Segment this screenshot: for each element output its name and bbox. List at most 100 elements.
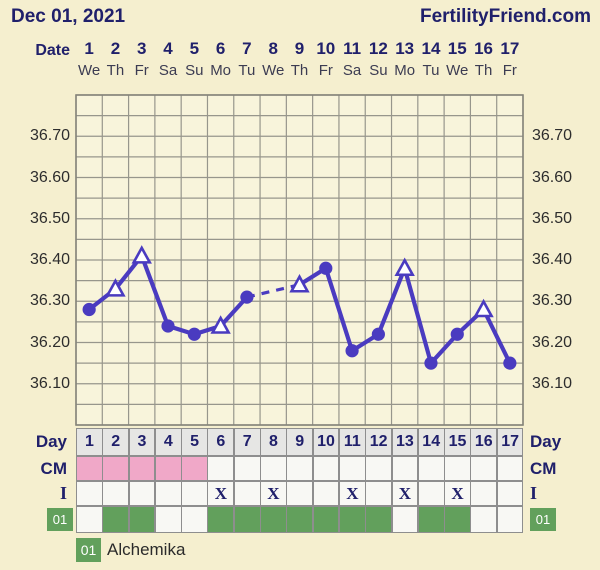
day-cell-2: 2	[102, 428, 130, 456]
supplement-cell-day-6	[207, 506, 235, 533]
temp-point-circle-day-7[interactable]	[240, 290, 254, 304]
day-cell-15: 15	[444, 428, 471, 456]
day-cell-7: 7	[233, 428, 261, 456]
date-number-3: 3	[136, 39, 147, 58]
cm-row-label-right: CM	[530, 459, 557, 478]
y-tick-left-36.40: 36.40	[29, 251, 70, 268]
temp-point-triangle-day-13[interactable]	[394, 257, 415, 277]
temp-point-circle-day-5[interactable]	[187, 327, 201, 341]
plot-border	[75, 94, 524, 426]
cm-cell-day-2	[102, 456, 130, 481]
supplement-row-code-left: 01	[47, 508, 73, 531]
temp-point-circle-day-15[interactable]	[450, 327, 464, 341]
weekday-label-day-8: We	[262, 62, 285, 79]
supplement-cell-day-8	[260, 506, 287, 533]
temp-point-triangle-day-16[interactable]	[473, 298, 494, 318]
supplement-cell-day-10	[312, 506, 340, 533]
date-number-5: 5	[189, 39, 200, 58]
date-number-14: 14	[421, 39, 441, 58]
day-cell-5: 5	[181, 428, 208, 456]
date-number-11: 11	[343, 39, 362, 58]
supplement-cell-day-5	[181, 506, 208, 533]
date-number-12: 12	[368, 39, 388, 58]
intercourse-cell-day-16	[470, 481, 498, 506]
date-number-17: 17	[500, 39, 520, 58]
day-cell-9: 9	[286, 428, 314, 456]
date-number-10: 10	[316, 39, 336, 58]
day-cell-12: 12	[365, 428, 393, 456]
date-number-16: 16	[474, 39, 493, 58]
cm-cell-day-17	[496, 456, 524, 481]
weekday-label-day-7: Tu	[238, 62, 256, 79]
weekday-label-day-4: Sa	[158, 62, 178, 79]
temp-point-triangle-day-9[interactable]	[289, 274, 310, 293]
weekday-label-day-9: Th	[290, 62, 309, 79]
cm-cell-day-8	[260, 456, 287, 481]
cm-cell-day-6	[207, 456, 235, 481]
weekday-label-day-12: Su	[369, 62, 388, 79]
y-tick-left-36.30: 36.30	[29, 292, 70, 310]
site-brand-link[interactable]: FertilityFriend.com	[419, 6, 591, 27]
date-number-7: 7	[242, 39, 252, 58]
temp-point-circle-day-12[interactable]	[371, 327, 385, 341]
y-tick-left-36.50: 36.50	[29, 209, 70, 227]
supplement-cell-day-4	[154, 506, 182, 533]
temp-point-circle-day-11[interactable]	[345, 344, 359, 358]
y-tick-left-36.70: 36.70	[29, 127, 70, 145]
supplement-cell-day-9	[286, 506, 314, 533]
day-row-label-left: Day	[35, 432, 67, 451]
date-number-15: 15	[447, 39, 467, 58]
day-cell-6: 6	[207, 428, 235, 456]
y-tick-right-36.20: 36.20	[532, 333, 573, 351]
temp-point-circle-day-10[interactable]	[319, 261, 333, 275]
supplement-cell-day-7	[233, 506, 261, 533]
weekday-label-day-1: We	[78, 62, 101, 79]
supplement-cell-day-15	[444, 506, 471, 533]
date-axis-label: Date	[35, 42, 70, 59]
weekday-label-day-17: Fr	[502, 62, 517, 79]
y-tick-right-36.30: 36.30	[532, 292, 573, 310]
intercourse-cell-day-2	[102, 481, 130, 506]
supplement-cell-day-13	[391, 506, 419, 533]
temp-point-triangle-day-3[interactable]	[131, 245, 152, 264]
y-tick-left-36.60: 36.60	[29, 168, 70, 186]
day-cell-11: 11	[338, 428, 366, 456]
temp-point-triangle-day-6[interactable]	[210, 315, 231, 334]
intercourse-cell-day-3	[128, 481, 156, 506]
intercourse-cell-day-8: X	[260, 481, 287, 506]
intercourse-cell-day-5	[181, 481, 208, 506]
intercourse-row-label-left: I	[59, 483, 67, 503]
cm-cell-day-1	[76, 456, 103, 481]
weekday-label-day-13: Mo	[394, 62, 416, 79]
cm-cell-day-4	[154, 456, 182, 481]
day-cell-13: 13	[391, 428, 419, 456]
weekday-label-day-16: Th	[474, 62, 493, 79]
supplement-cell-day-3	[128, 506, 156, 533]
temp-point-circle-day-14[interactable]	[424, 356, 438, 370]
day-cell-10: 10	[312, 428, 340, 456]
intercourse-cell-day-13: X	[391, 481, 419, 506]
cm-cell-day-10	[312, 456, 340, 481]
y-tick-left-36.20: 36.20	[29, 333, 70, 351]
day-cell-1: 1	[76, 428, 103, 456]
temp-point-circle-day-17[interactable]	[503, 356, 517, 370]
legend-supplement-name: Alchemika	[107, 540, 186, 559]
cm-cell-day-11	[338, 456, 366, 481]
supplement-cell-day-16	[470, 506, 498, 533]
chart-start-date: Dec 01, 2021	[11, 6, 126, 27]
intercourse-cell-day-1	[76, 481, 103, 506]
cm-cell-day-9	[286, 456, 314, 481]
date-number-13: 13	[395, 39, 415, 58]
date-number-6: 6	[215, 39, 226, 58]
intercourse-cell-day-15: X	[444, 481, 471, 506]
cm-cell-day-13	[391, 456, 419, 481]
weekday-label-day-10: Fr	[318, 62, 333, 79]
cm-cell-day-15	[444, 456, 471, 481]
cm-cell-day-16	[470, 456, 498, 481]
temp-point-circle-day-1[interactable]	[82, 302, 96, 317]
temp-point-circle-day-4[interactable]	[161, 319, 175, 333]
cm-cell-day-7	[233, 456, 261, 481]
temp-point-triangle-day-2[interactable]	[105, 278, 126, 297]
day-cell-16: 16	[470, 428, 498, 456]
intercourse-cell-day-14	[417, 481, 445, 506]
